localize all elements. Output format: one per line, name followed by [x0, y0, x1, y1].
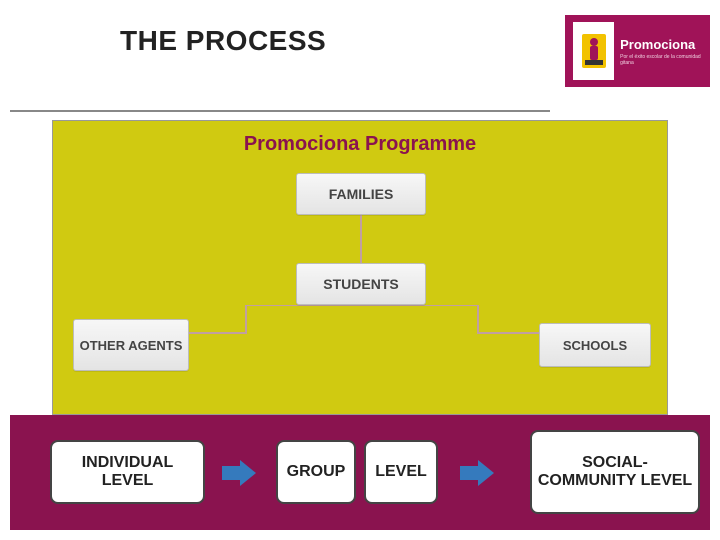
- node-other-agents: OTHER AGENTS: [73, 319, 189, 371]
- level-individual-label: INDIVIDUAL LEVEL: [56, 454, 199, 490]
- level-group: GROUP: [276, 440, 356, 504]
- brand-icon: [573, 22, 614, 80]
- node-schools: SCHOOLS: [539, 323, 651, 367]
- node-schools-label: SCHOOLS: [563, 338, 627, 353]
- level-individual: INDIVIDUAL LEVEL: [50, 440, 205, 504]
- brand-tagline: Por el éxito escolar de la comunidad git…: [620, 54, 702, 66]
- node-students: STUDENTS: [296, 263, 426, 305]
- conn-families-students: [360, 215, 362, 263]
- arrow-1: [222, 460, 256, 486]
- node-students-label: STUDENTS: [323, 276, 398, 292]
- level-social: SOCIAL-COMMUNITY LEVEL: [530, 430, 700, 514]
- level-level: LEVEL: [364, 440, 438, 504]
- header-divider: [10, 110, 550, 112]
- diagram-panel: Promociona Programme FAMILIES STUDENTS O…: [52, 120, 668, 415]
- arrow-2: [460, 460, 494, 486]
- page-title: THE PROCESS: [120, 25, 326, 57]
- brand-badge: Promociona Por el éxito escolar de la co…: [565, 15, 710, 87]
- node-families-label: FAMILIES: [329, 186, 394, 202]
- level-group-label: GROUP: [287, 463, 346, 481]
- programme-title: Promociona Programme: [53, 133, 667, 156]
- node-other-agents-label: OTHER AGENTS: [80, 338, 183, 353]
- brand-name: Promociona: [620, 37, 702, 52]
- node-families: FAMILIES: [296, 173, 426, 215]
- level-level-label: LEVEL: [375, 463, 427, 481]
- level-social-label: SOCIAL-COMMUNITY LEVEL: [536, 454, 694, 490]
